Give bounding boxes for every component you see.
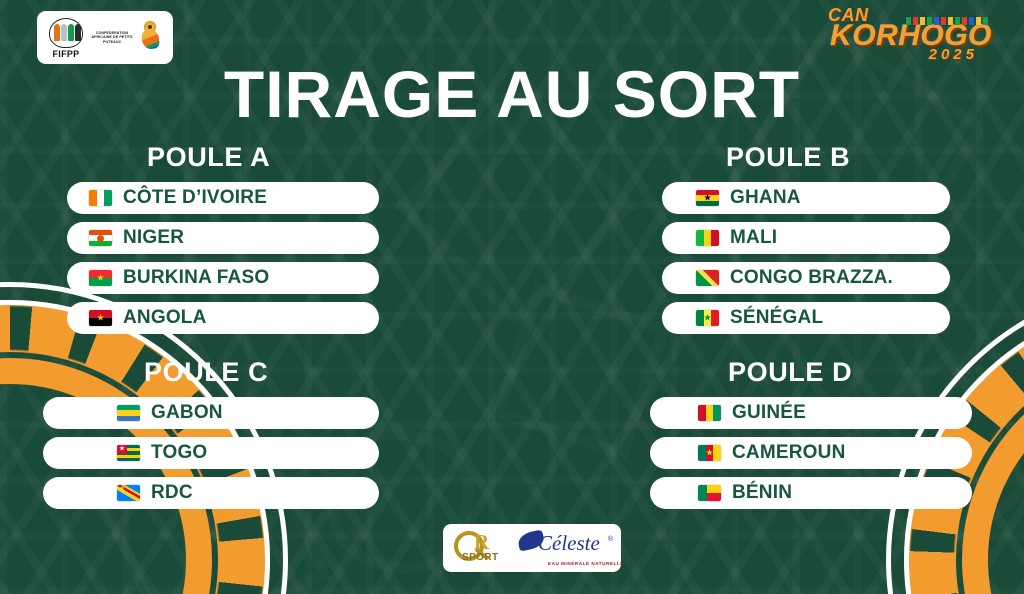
team-name: GHANA <box>730 187 801 208</box>
team-name: MALI <box>730 227 778 248</box>
team-name: CÔTE D’IVOIRE <box>123 187 268 208</box>
team-name: BURKINA FASO <box>123 267 270 288</box>
event-can-label: CAN <box>828 5 869 25</box>
team-row[interactable]: ★ CAMEROUN <box>650 437 972 469</box>
team-row[interactable]: CONGO BRAZZA. <box>662 262 950 294</box>
team-name: BÉNIN <box>732 482 793 503</box>
sponsor-bar: R SPORT Céleste ® EAU MINÉRALE NATURELLE <box>443 524 623 572</box>
football-swoosh-icon <box>139 20 163 56</box>
flag-icon-bf: ★ <box>89 270 112 286</box>
federation-caption: CONFEDERATION AFRICAINE DE PETITS POTEAU… <box>91 30 133 44</box>
flag-icon-ci <box>89 190 112 206</box>
flag-icon-ga <box>117 405 140 421</box>
team-name: RDC <box>151 482 193 503</box>
background-shape <box>492 282 671 461</box>
team-row[interactable]: ★ BURKINA FASO <box>67 262 379 294</box>
team-name: GUINÉE <box>732 402 807 423</box>
team-row[interactable]: NIGER <box>67 222 379 254</box>
flag-icon-cd: ★ <box>117 485 140 501</box>
team-name: TOGO <box>151 442 208 463</box>
federation-logo: FIFPP CONFEDERATION AFRICAINE DE PETITS … <box>37 11 173 64</box>
qr-sport-label: SPORT <box>462 552 499 563</box>
team-row[interactable]: BÉNIN <box>650 477 972 509</box>
team-row[interactable]: GABON <box>43 397 379 429</box>
group-poule-b: POULE B ★ GHANA MALI CONGO BRAZZA. ★ <box>662 142 950 342</box>
group-title: POULE C <box>144 357 269 387</box>
flag-icon-ml <box>696 230 719 246</box>
team-row[interactable]: MALI <box>662 222 950 254</box>
team-row[interactable]: ★ RDC <box>43 477 379 509</box>
flag-icon-cg <box>696 270 719 286</box>
group-title: POULE B <box>726 142 851 172</box>
celeste-tagline: EAU MINÉRALE NATURELLE <box>548 561 624 566</box>
page-title: TIRAGE AU SORT <box>223 57 801 131</box>
celeste-name: Céleste <box>538 531 600 555</box>
celeste-logo: Céleste ® EAU MINÉRALE NATURELLE <box>516 527 623 569</box>
group-poule-a: POULE A CÔTE D’IVOIRE NIGER ★ BURKINA FA… <box>67 142 379 342</box>
flag-icon-ao: ★ <box>89 310 112 326</box>
team-row[interactable]: ★ GHANA <box>662 182 950 214</box>
team-name: NIGER <box>123 227 185 248</box>
group-title: POULE D <box>728 357 853 387</box>
team-row[interactable]: GUINÉE <box>650 397 972 429</box>
flag-icon-tg: ★ <box>117 445 140 461</box>
team-name: ANGOLA <box>123 307 207 328</box>
qr-sport-logo: R SPORT <box>450 528 512 568</box>
event-city-label: KORHOGO <box>830 19 992 52</box>
group-title: POULE A <box>147 142 271 172</box>
fifpp-crest-icon: FIFPP <box>47 17 85 59</box>
federation-abbr: FIFPP <box>52 48 80 59</box>
team-name: CAMEROUN <box>732 442 846 463</box>
team-name: GABON <box>151 402 223 423</box>
event-flag-dots-icon <box>906 17 988 25</box>
flag-icon-cm: ★ <box>698 445 721 461</box>
registered-mark: ® <box>607 536 613 543</box>
flag-icon-bj <box>698 485 721 501</box>
flag-icon-gh: ★ <box>696 190 719 206</box>
event-logo: CAN KORHOGO 2025 <box>824 6 992 68</box>
team-name: CONGO BRAZZA. <box>730 267 894 288</box>
team-row[interactable]: ★ ANGOLA <box>67 302 379 334</box>
flag-icon-sn: ★ <box>696 310 719 326</box>
team-row[interactable]: CÔTE D’IVOIRE <box>67 182 379 214</box>
team-row[interactable]: ★ TOGO <box>43 437 379 469</box>
event-year-label: 2025 <box>928 46 978 63</box>
flag-icon-ne <box>89 230 112 246</box>
group-poule-d: POULE D GUINÉE ★ CAMEROUN BÉNIN <box>650 357 972 517</box>
flag-icon-gn <box>698 405 721 421</box>
team-name: SÉNÉGAL <box>730 307 824 328</box>
qr-sport-mark: R <box>474 530 490 554</box>
team-row[interactable]: ★ SÉNÉGAL <box>662 302 950 334</box>
group-poule-c: POULE C GABON ★ TOGO ★ RDC <box>43 357 379 517</box>
